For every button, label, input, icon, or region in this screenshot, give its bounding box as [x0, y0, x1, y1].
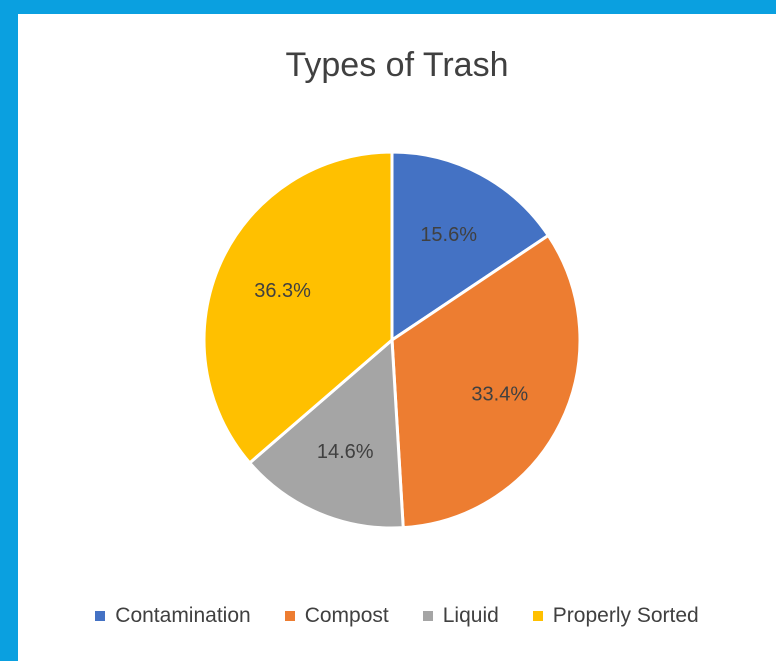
legend-label: Liquid: [442, 604, 499, 627]
legend-item-properly-sorted: Properly Sorted: [532, 604, 699, 628]
slice-liquid: [247, 336, 405, 530]
slice-contamination: [390, 150, 551, 343]
slice-data-label: 33.4%: [471, 383, 528, 405]
legend-swatch: [532, 611, 543, 621]
legend-item-compost: Compost: [284, 604, 389, 628]
legend-swatch: [422, 611, 433, 621]
legend-label: Properly Sorted: [552, 604, 699, 627]
slice-data-label: 14.6%: [317, 441, 374, 463]
chart-title: Types of Trash: [285, 46, 509, 84]
legend-label: Compost: [304, 604, 389, 627]
legend-swatch: [284, 611, 295, 621]
slice-data-label: 36.3%: [254, 280, 311, 302]
legend-label: Contamination: [115, 604, 251, 627]
slice-data-label: 15.6%: [420, 224, 477, 246]
chart-legend: Contamination Compost Liquid Properly So…: [18, 604, 776, 628]
legend-item-liquid: Liquid: [422, 604, 499, 628]
slice-properly-sorted: [202, 150, 394, 465]
pie-chart: 15.6% 33.4% 14.6% 36.3%: [202, 150, 582, 530]
chart-panel: Types of Trash 15.6% 33.4% 14.6% 36.3% Cont…: [18, 14, 776, 661]
legend-swatch: [95, 611, 106, 621]
legend-item-contamination: Contamination: [95, 604, 251, 628]
slice-compost: [390, 233, 582, 530]
